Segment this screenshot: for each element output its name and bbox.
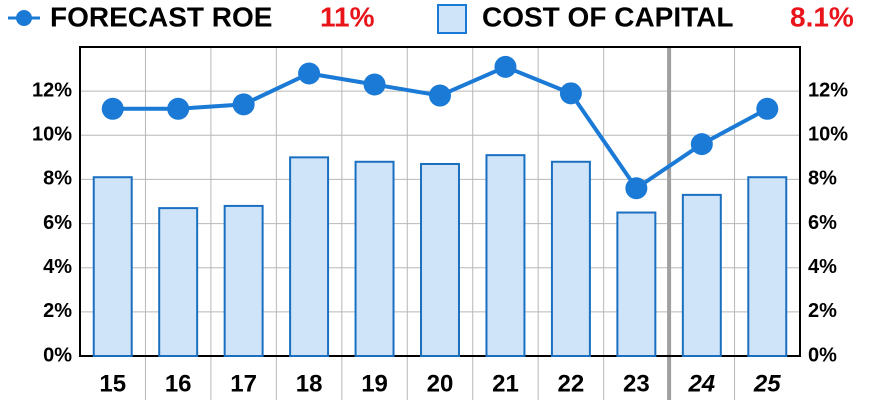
legend-label: FORECAST ROE [50, 1, 272, 32]
legend-label: COST OF CAPITAL [482, 1, 733, 32]
y-tick-label: 8% [43, 168, 72, 190]
y2-tick-label: 10% [808, 124, 848, 146]
y2-tick-label: 8% [808, 168, 837, 190]
y2-tick-label: 12% [808, 79, 848, 101]
line-marker [690, 133, 713, 156]
x-tick-label: 20 [427, 370, 454, 397]
y-tick-label: 0% [43, 344, 72, 366]
legend-marker [16, 10, 32, 26]
y2-tick-label: 0% [808, 344, 837, 366]
y-tick-label: 4% [43, 256, 72, 278]
y-tick-label: 2% [43, 300, 72, 322]
y-tick-label: 12% [32, 79, 72, 101]
x-tick-label: 19 [361, 370, 388, 397]
line-marker [429, 84, 451, 107]
line-marker [101, 97, 124, 120]
legend-value: 11% [320, 1, 375, 32]
y2-tick-label: 6% [808, 212, 837, 234]
x-tick-label: 21 [492, 370, 519, 397]
bar [223, 204, 264, 357]
x-tick-label: 25 [753, 370, 781, 397]
bar [354, 160, 395, 357]
line-marker [167, 97, 190, 120]
x-tick-label: 18 [296, 370, 323, 397]
line-marker [298, 62, 321, 85]
x-tick-label: 23 [623, 370, 650, 397]
x-tick-label: 22 [558, 370, 585, 397]
line-marker [232, 93, 255, 116]
bar [747, 176, 788, 357]
line-marker [494, 55, 517, 78]
y-tick-label: 6% [43, 212, 72, 234]
x-tick-label: 24 [687, 370, 715, 397]
bar [681, 193, 722, 357]
bar [158, 207, 199, 357]
line-marker [756, 97, 779, 120]
y2-tick-label: 2% [808, 300, 837, 322]
y-tick-label: 10% [32, 124, 72, 146]
line-marker [363, 73, 386, 96]
bar [92, 176, 133, 357]
x-tick-label: 15 [99, 370, 126, 397]
y2-tick-label: 4% [808, 256, 837, 278]
x-tick-label: 17 [230, 370, 257, 397]
bar [550, 160, 591, 357]
bar [420, 162, 460, 357]
legend-value: 8.1% [790, 1, 854, 32]
legend-bar-symbol [437, 4, 467, 34]
bar [616, 211, 657, 357]
bar [485, 154, 526, 357]
bar [289, 156, 330, 357]
x-tick-label: 16 [165, 370, 192, 397]
line-marker [559, 82, 582, 105]
line-marker [625, 177, 648, 200]
